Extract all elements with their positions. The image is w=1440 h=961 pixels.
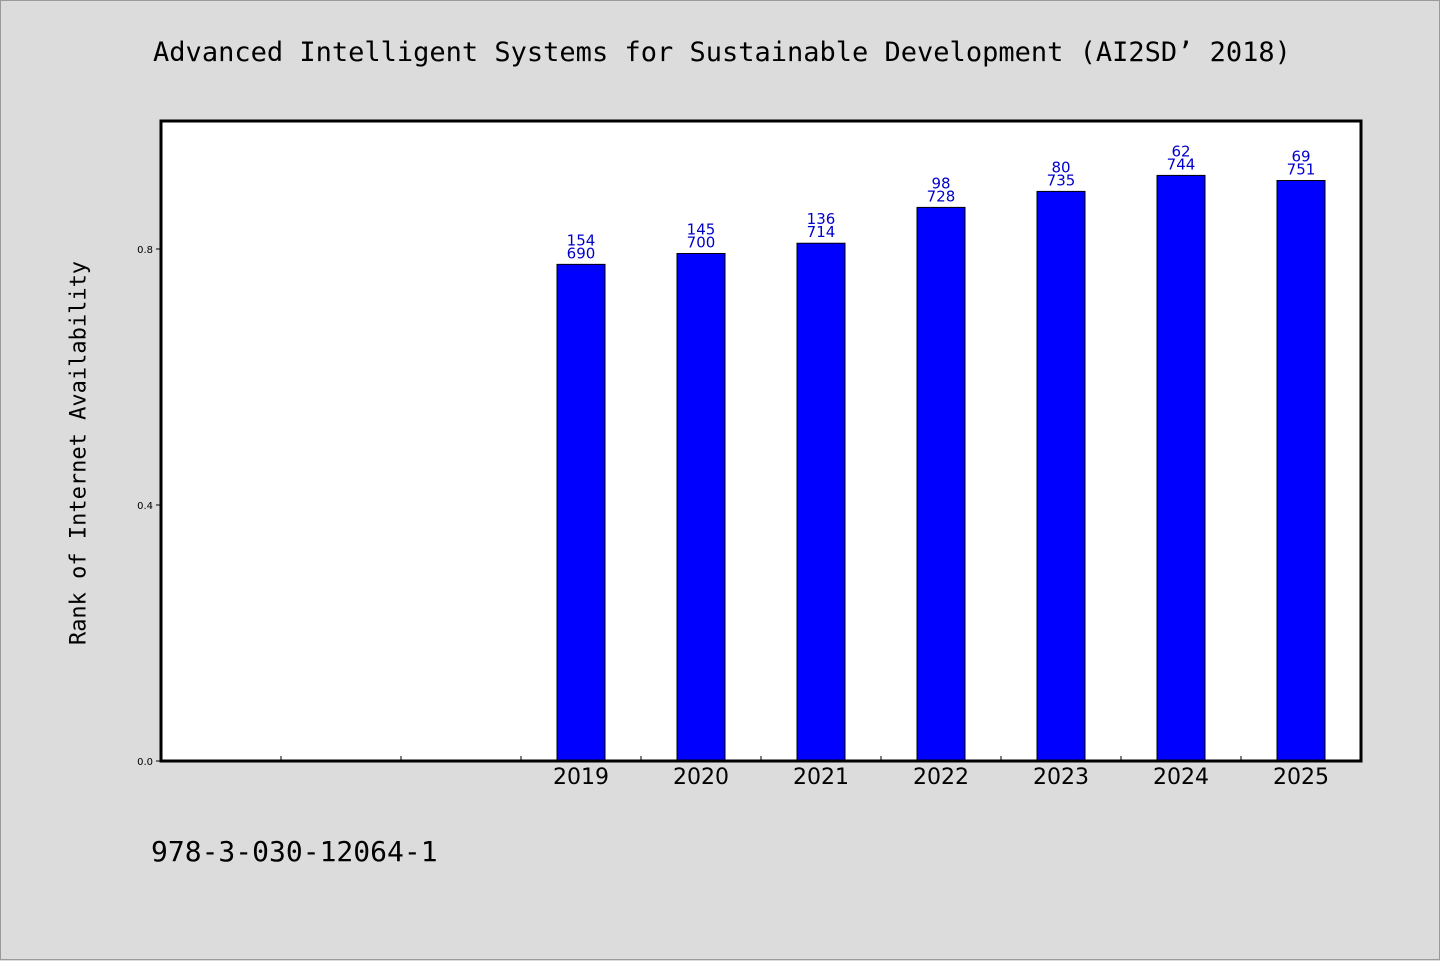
bar-2023 [1036,190,1086,762]
count-label-2020: 700 [687,233,716,251]
chart-title: Advanced Intelligent Systems for Sustain… [153,37,1291,68]
bar-2022 [916,206,966,762]
count-label-2025: 751 [1287,161,1316,179]
count-label-2024: 744 [1167,155,1196,173]
bar-2021 [796,242,846,762]
rank-label-2021: 136 [807,210,836,228]
y-axis-title: Rank of Internet Availability [66,260,92,646]
x-tick-label-2019: 2019 [553,765,609,790]
y-tick-label: 0.4 [137,501,153,512]
rank-label-2024: 62 [1171,142,1190,160]
x-tick-label-2025: 2025 [1273,765,1329,790]
x-tick-label-2023: 2023 [1033,765,1089,790]
bar-2020 [676,252,726,762]
y-tick-label: 0.8 [137,245,153,256]
y-tick-label: 0.0 [137,757,153,768]
rank-label-2019: 154 [567,231,596,249]
count-label-2021: 714 [807,223,836,241]
rank-label-2022: 98 [931,174,950,192]
x-tick-label-2024: 2024 [1153,765,1209,790]
count-label-2019: 690 [567,244,596,262]
x-tick-label-2022: 2022 [913,765,969,790]
count-label-2023: 735 [1047,171,1076,189]
x-tick-label-2020: 2020 [673,765,729,790]
bar-2025 [1276,180,1326,762]
count-label-2022: 728 [927,187,956,205]
plot-frame [159,119,1363,763]
rank-label-2020: 145 [687,220,716,238]
x-tick-label-2021: 2021 [793,765,849,790]
isbn-footer: 978-3-030-12064-1 [151,835,438,868]
rank-label-2023: 80 [1051,158,1070,176]
bar-2019 [556,263,606,762]
rank-label-2025: 69 [1291,148,1310,166]
bar-2024 [1156,174,1206,762]
